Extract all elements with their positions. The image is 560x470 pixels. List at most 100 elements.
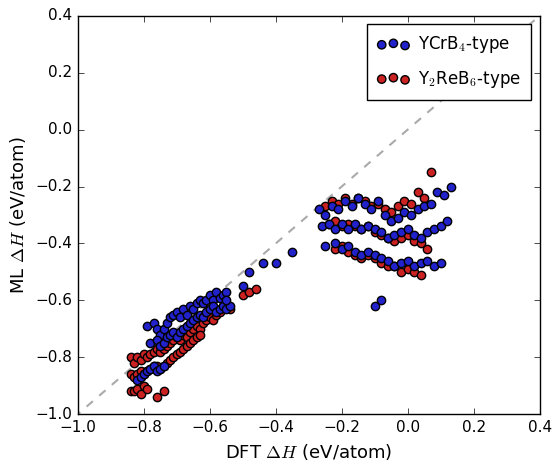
YCrB$_4$-type — [433, 188, 442, 196]
YCrB$_4$-type — [357, 251, 366, 258]
Y$_2$ReB$_6$-type — [182, 334, 191, 341]
YCrB$_4$-type — [179, 305, 188, 313]
YCrB$_4$-type — [222, 288, 231, 296]
YCrB$_4$-type — [258, 259, 267, 267]
YCrB$_4$-type — [192, 313, 201, 321]
YCrB$_4$-type — [370, 226, 379, 233]
YCrB$_4$-type — [344, 243, 353, 250]
YCrB$_4$-type — [370, 302, 379, 310]
YCrB$_4$-type — [413, 205, 422, 213]
Y$_2$ReB$_6$-type — [136, 356, 145, 364]
YCrB$_4$-type — [212, 308, 221, 315]
Y$_2$ReB$_6$-type — [384, 262, 393, 270]
YCrB$_4$-type — [360, 200, 369, 207]
YCrB$_4$-type — [334, 205, 343, 213]
YCrB$_4$-type — [169, 311, 178, 318]
Y$_2$ReB$_6$-type — [162, 342, 171, 350]
Y$_2$ReB$_6$-type — [340, 194, 349, 202]
Y$_2$ReB$_6$-type — [337, 223, 346, 230]
YCrB$_4$-type — [446, 183, 455, 190]
YCrB$_4$-type — [182, 322, 191, 330]
YCrB$_4$-type — [419, 203, 428, 210]
YCrB$_4$-type — [195, 311, 204, 318]
Y$_2$ReB$_6$-type — [245, 288, 254, 296]
Y$_2$ReB$_6$-type — [152, 393, 161, 401]
Y$_2$ReB$_6$-type — [159, 388, 168, 395]
YCrB$_4$-type — [162, 319, 171, 327]
YCrB$_4$-type — [374, 197, 382, 204]
Y$_2$ReB$_6$-type — [370, 254, 379, 261]
YCrB$_4$-type — [182, 311, 191, 318]
YCrB$_4$-type — [212, 288, 221, 296]
YCrB$_4$-type — [321, 211, 330, 219]
YCrB$_4$-type — [218, 302, 227, 310]
YCrB$_4$-type — [443, 217, 452, 225]
YCrB$_4$-type — [430, 262, 438, 270]
YCrB$_4$-type — [149, 362, 158, 369]
Y$_2$ReB$_6$-type — [347, 200, 356, 207]
Y$_2$ReB$_6$-type — [192, 322, 201, 330]
Y$_2$ReB$_6$-type — [417, 271, 426, 279]
Y$_2$ReB$_6$-type — [344, 220, 353, 227]
YCrB$_4$-type — [202, 308, 211, 315]
YCrB$_4$-type — [380, 211, 389, 219]
YCrB$_4$-type — [354, 194, 363, 202]
Y$_2$ReB$_6$-type — [143, 353, 152, 361]
Y$_2$ReB$_6$-type — [136, 391, 145, 398]
Y$_2$ReB$_6$-type — [387, 208, 396, 216]
YCrB$_4$-type — [384, 257, 393, 264]
Y$_2$ReB$_6$-type — [208, 316, 217, 324]
Y$_2$ReB$_6$-type — [407, 200, 416, 207]
YCrB$_4$-type — [218, 291, 227, 298]
YCrB$_4$-type — [152, 337, 161, 344]
YCrB$_4$-type — [426, 200, 435, 207]
Y$_2$ReB$_6$-type — [172, 351, 181, 358]
Y$_2$ReB$_6$-type — [396, 268, 405, 276]
YCrB$_4$-type — [423, 228, 432, 236]
Y$_2$ReB$_6$-type — [192, 334, 201, 341]
Y$_2$ReB$_6$-type — [185, 339, 194, 347]
Y$_2$ReB$_6$-type — [357, 254, 366, 261]
Y$_2$ReB$_6$-type — [426, 169, 435, 176]
YCrB$_4$-type — [430, 226, 438, 233]
Y$_2$ReB$_6$-type — [384, 234, 393, 242]
YCrB$_4$-type — [410, 262, 419, 270]
YCrB$_4$-type — [169, 328, 178, 336]
Y$_2$ReB$_6$-type — [185, 328, 194, 336]
Y$_2$ReB$_6$-type — [423, 245, 432, 253]
Y$_2$ReB$_6$-type — [166, 356, 175, 364]
Y$_2$ReB$_6$-type — [136, 368, 145, 375]
YCrB$_4$-type — [225, 302, 234, 310]
YCrB$_4$-type — [179, 325, 188, 333]
YCrB$_4$-type — [351, 220, 360, 227]
Y$_2$ReB$_6$-type — [330, 217, 339, 225]
YCrB$_4$-type — [206, 305, 214, 313]
YCrB$_4$-type — [215, 305, 224, 313]
YCrB$_4$-type — [330, 226, 339, 233]
YCrB$_4$-type — [328, 203, 337, 210]
Y$_2$ReB$_6$-type — [377, 259, 386, 267]
Y$_2$ReB$_6$-type — [218, 302, 227, 310]
Y$_2$ReB$_6$-type — [156, 348, 165, 355]
Y$_2$ReB$_6$-type — [419, 194, 428, 202]
Y$_2$ReB$_6$-type — [337, 243, 346, 250]
Y$_2$ReB$_6$-type — [238, 291, 247, 298]
YCrB$_4$-type — [370, 251, 379, 258]
YCrB$_4$-type — [146, 339, 155, 347]
Y$_2$ReB$_6$-type — [225, 305, 234, 313]
YCrB$_4$-type — [393, 214, 402, 222]
Y$_2$ReB$_6$-type — [149, 348, 158, 355]
YCrB$_4$-type — [172, 308, 181, 315]
Y$_2$ReB$_6$-type — [149, 362, 158, 369]
Y$_2$ReB$_6$-type — [390, 262, 399, 270]
Y$_2$ReB$_6$-type — [367, 203, 376, 210]
YCrB$_4$-type — [436, 223, 445, 230]
Y$_2$ReB$_6$-type — [344, 248, 353, 256]
YCrB$_4$-type — [176, 328, 185, 336]
YCrB$_4$-type — [390, 231, 399, 239]
X-axis label: DFT $\Delta H$ (eV/atom): DFT $\Delta H$ (eV/atom) — [225, 442, 393, 462]
YCrB$_4$-type — [156, 365, 165, 372]
YCrB$_4$-type — [440, 191, 449, 199]
Legend: YCrB$_4$-type, Y$_2$ReB$_6$-type: YCrB$_4$-type, Y$_2$ReB$_6$-type — [367, 24, 531, 100]
Y$_2$ReB$_6$-type — [410, 237, 419, 244]
